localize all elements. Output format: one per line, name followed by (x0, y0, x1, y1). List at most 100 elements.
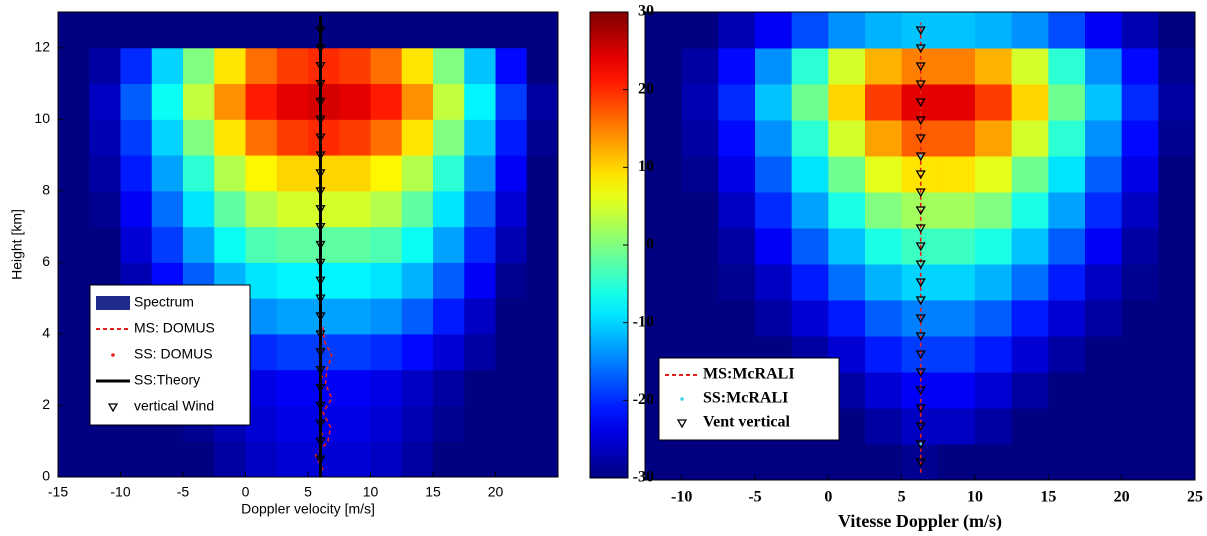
heatmap-cell (89, 155, 121, 192)
heatmap-cell (276, 119, 309, 156)
heatmap-cell (495, 262, 528, 299)
heatmap-cell (370, 47, 403, 85)
heatmap-cell (58, 83, 90, 120)
x-tick-label: -10 (110, 484, 130, 500)
heatmap-cell (495, 155, 528, 192)
x-tick-label: -15 (48, 484, 68, 500)
heatmap-cell (308, 190, 340, 228)
heatmap-cell (464, 298, 496, 335)
wind-marker (315, 437, 326, 447)
heatmap-cell (901, 372, 939, 409)
heatmap-cell (1158, 48, 1196, 85)
heatmap-cell (1121, 120, 1159, 157)
legend-swatch (107, 403, 119, 413)
heatmap-cell (183, 119, 215, 156)
heatmap-cell (718, 120, 756, 157)
heatmap-cell (433, 83, 465, 120)
heatmap-cell (120, 155, 153, 192)
wind-marker (315, 79, 326, 89)
heatmap-cell (370, 405, 403, 442)
heatmap-cell (464, 190, 496, 228)
heatmap-cell (938, 84, 976, 121)
heatmap-cell (276, 226, 309, 263)
heatmap-cell (938, 48, 976, 85)
plot-frame (57, 11, 559, 478)
dot-marker (919, 442, 923, 446)
heatmap-cell (526, 190, 559, 228)
x-axis-label: Doppler velocity [m/s] (241, 501, 375, 517)
heatmap-cell (1121, 300, 1159, 337)
x-tick-label: 15 (1040, 489, 1056, 506)
wind-marker (315, 205, 326, 215)
wind-marker (315, 115, 326, 125)
heatmap-cell (828, 300, 866, 337)
heatmap-cell (401, 441, 434, 478)
heatmap-cell (58, 226, 90, 263)
heatmap-cell (828, 264, 866, 301)
x-tick-label: -5 (177, 484, 190, 500)
heatmap-cell (58, 333, 90, 371)
heatmap-cell (645, 264, 683, 301)
y-tick-label: 4 (42, 325, 50, 341)
heatmap-cell (645, 300, 683, 337)
heatmap-cell (120, 226, 153, 263)
heatmap-cell (1085, 120, 1123, 157)
heatmap-cell (495, 12, 528, 49)
heatmap-cell (370, 333, 403, 371)
heatmap-cell (433, 298, 465, 335)
heatmap-cell (901, 120, 939, 157)
heatmap-cell (791, 48, 829, 85)
wind-marker (315, 276, 326, 286)
x-tick-label: 15 (425, 484, 441, 500)
heatmap-cell (938, 12, 976, 49)
heatmap-cell (1158, 444, 1196, 481)
heatmap-cell (433, 190, 465, 228)
heatmap-cell (58, 262, 90, 299)
heatmap-cell (308, 226, 340, 263)
heatmap-cell (828, 48, 866, 85)
heatmap-cell (1048, 336, 1086, 373)
x-tick-label: -5 (748, 489, 761, 506)
legend-label: SS:Theory (134, 372, 200, 388)
wind-marker (915, 350, 926, 360)
heatmap-cell (938, 408, 976, 445)
y-tick-label: 10 (34, 110, 50, 126)
heatmap-cell (339, 190, 371, 228)
heatmap-cell (433, 262, 465, 299)
heatmap-cell (151, 119, 184, 156)
heatmap-cell (938, 228, 976, 265)
heatmap-cell (401, 298, 434, 335)
heatmap-cell (401, 190, 434, 228)
y-tick-label: 0 (42, 468, 50, 484)
wind-marker (915, 224, 926, 234)
heatmap-cell (828, 192, 866, 229)
heatmap-cell (370, 226, 403, 263)
heatmap-cell (58, 369, 90, 406)
x-tick-label: 5 (898, 489, 906, 506)
panel: -15 -10 -5 0 5 10 15 20 0 2 4 6 8 10 12 Doppler velocit… (9, 11, 559, 517)
heatmap-cell (1121, 444, 1159, 481)
heatmap-cell (1011, 444, 1049, 481)
wind-marker (915, 26, 926, 36)
heatmap-cell (828, 84, 866, 121)
heatmap-cell (370, 298, 403, 335)
heatmap-cell (526, 155, 559, 192)
wind-marker (915, 386, 926, 396)
heatmap-cell (865, 408, 903, 445)
x-tick-label: 10 (967, 489, 983, 506)
wind-marker (315, 97, 326, 107)
heatmap-cell (276, 405, 309, 442)
legend-box (658, 357, 840, 441)
heatmap-cell (1048, 120, 1086, 157)
heatmap-cell (339, 12, 371, 49)
heatmap-cell (308, 405, 340, 442)
heatmap-cell (865, 300, 903, 337)
heatmap-cell (245, 333, 278, 371)
heatmap-cell (151, 441, 184, 478)
heatmap-cell (401, 155, 434, 192)
wind-marker (915, 116, 926, 126)
heatmap-cell (245, 405, 278, 442)
heatmap-cell (89, 47, 121, 85)
heatmap-cell (975, 84, 1013, 121)
wind-marker (915, 296, 926, 306)
